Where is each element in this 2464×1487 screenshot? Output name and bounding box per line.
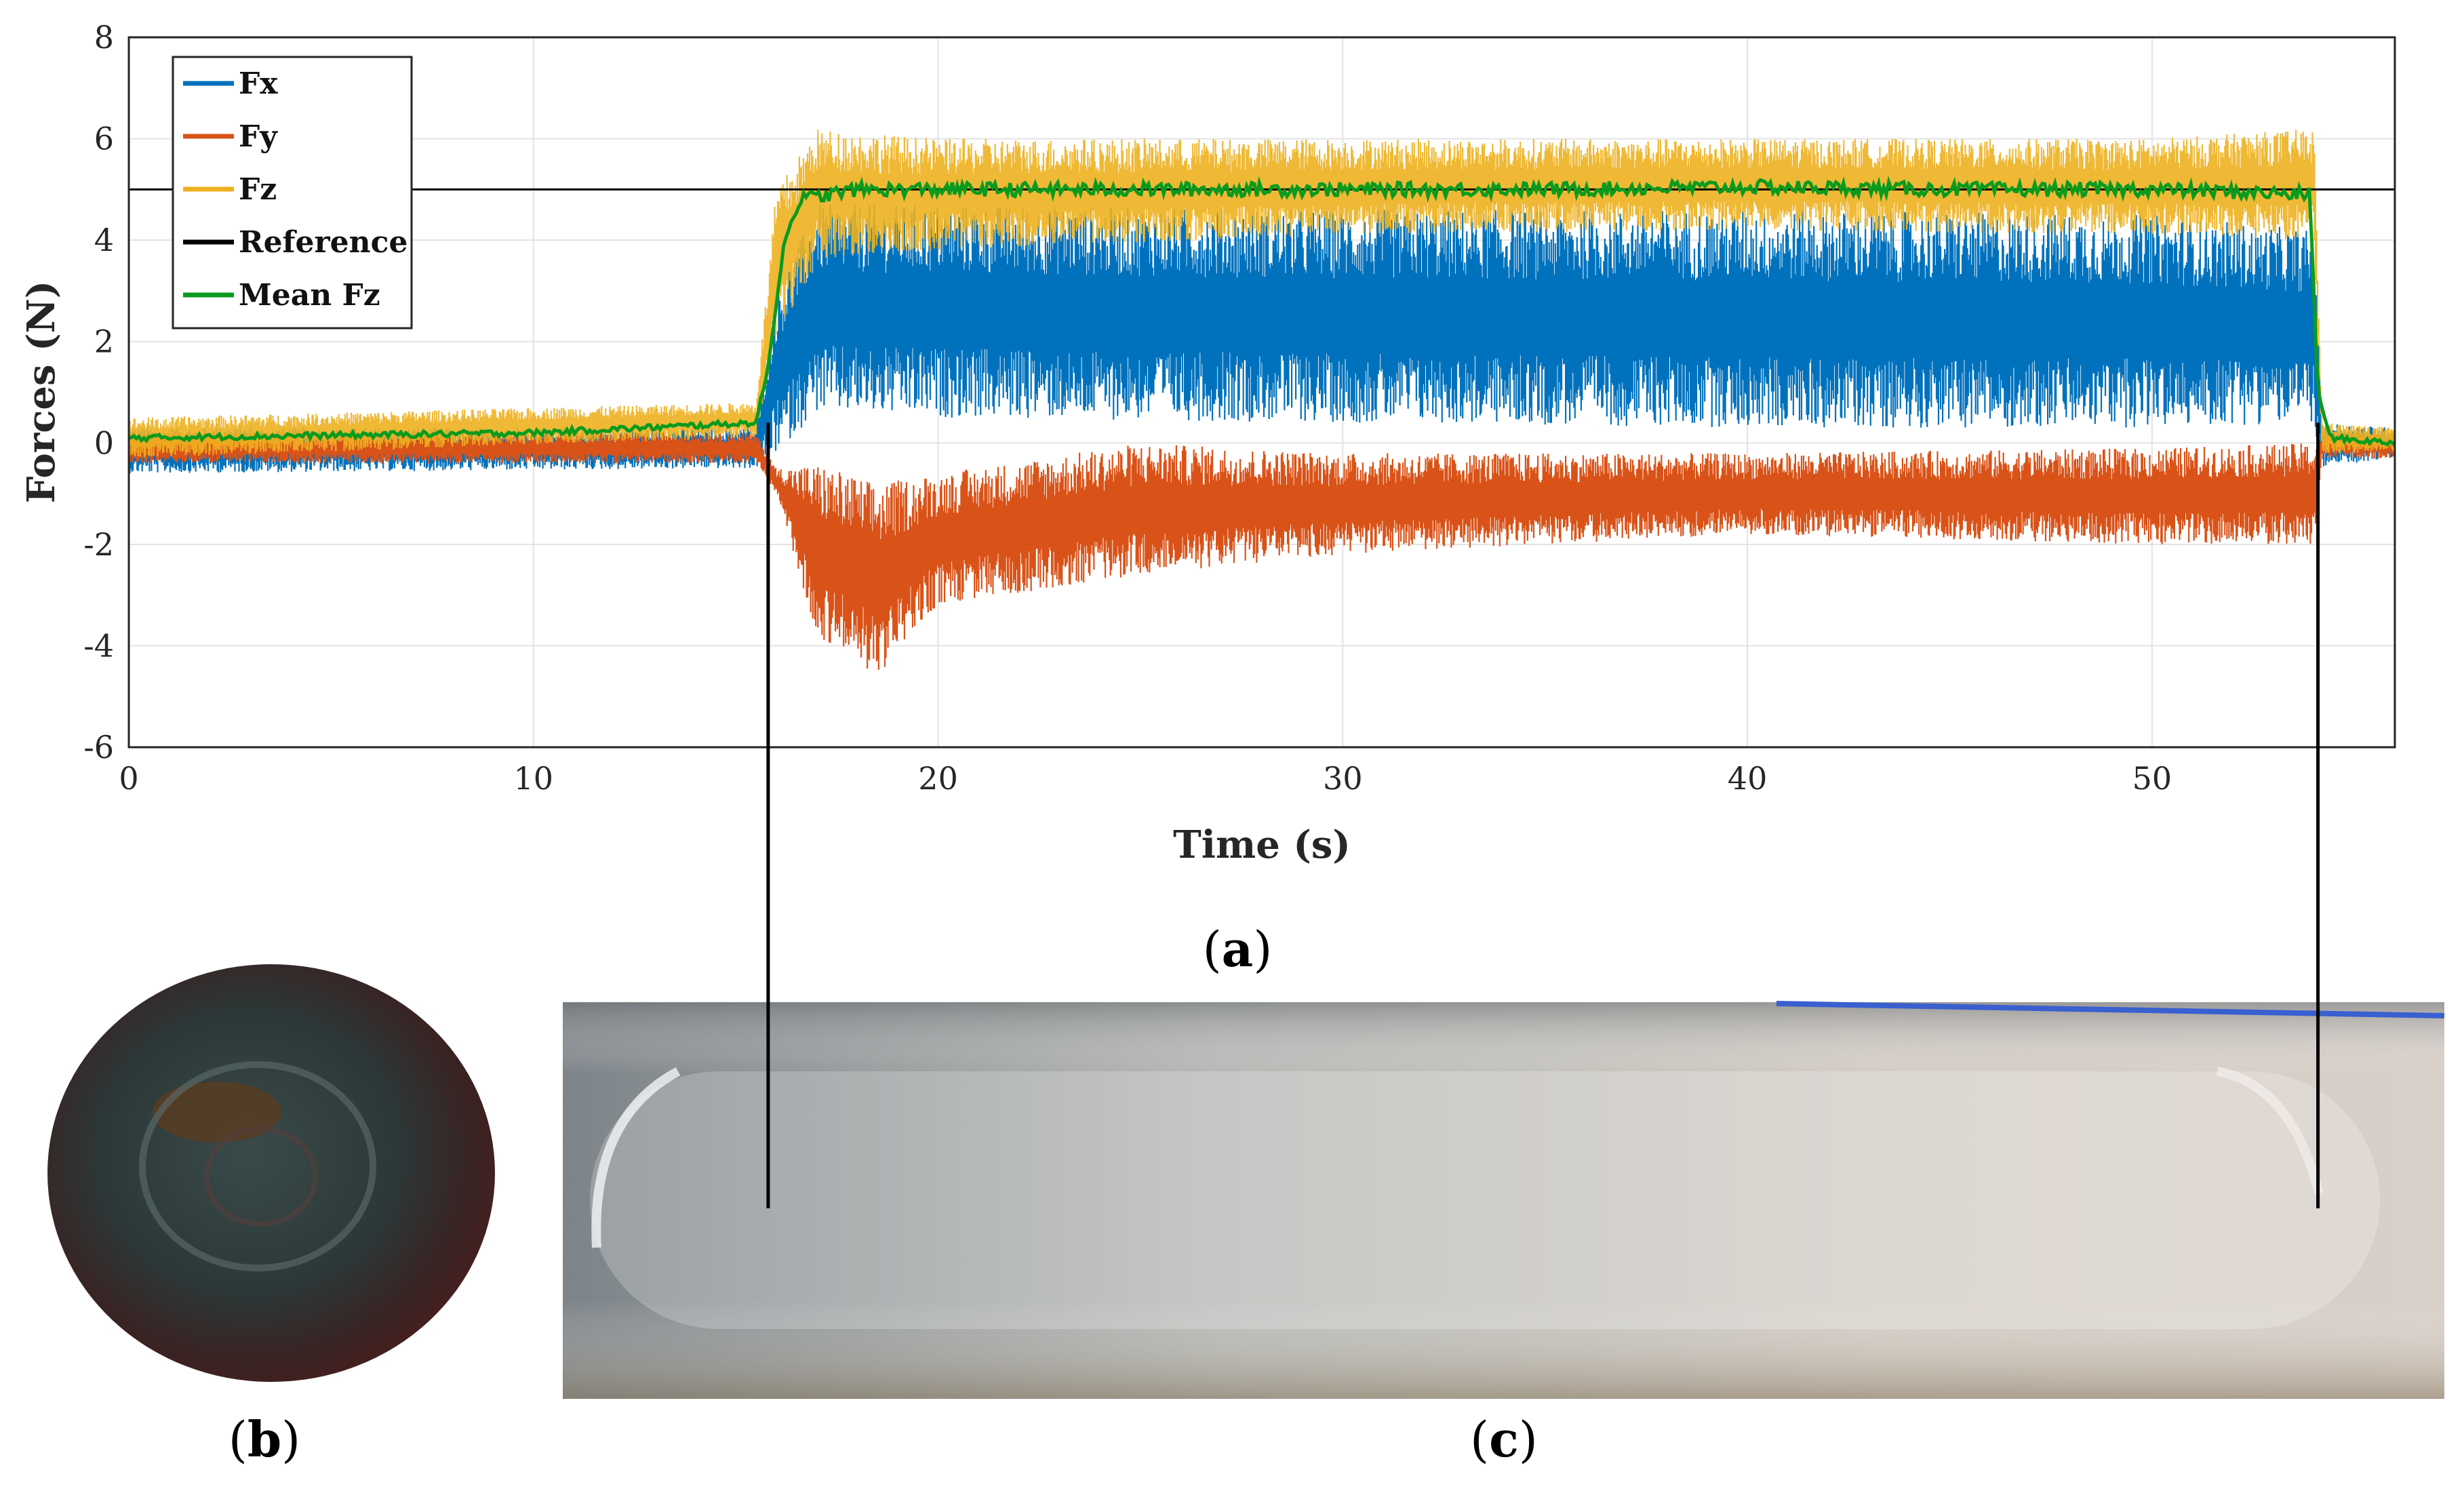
legend-label-mean-fz: Mean Fz — [239, 278, 380, 313]
pin-wear-ring — [139, 1061, 376, 1271]
y-axis-label: Forces (N) — [19, 281, 64, 503]
legend-label-reference: Reference — [239, 225, 408, 260]
pin-disc — [47, 964, 495, 1382]
x-tick-label: 0 — [119, 760, 138, 797]
y-tick-labels: 8 6 4 2 0 -2 -4 -6 — [83, 19, 114, 766]
panel-label-a: (a) — [1203, 920, 1273, 978]
x-tick-label: 40 — [1728, 760, 1768, 797]
legend: Fx Fy Fz Reference Mean Fz — [172, 56, 413, 330]
panel-label-b: (b) — [228, 1410, 301, 1468]
y-tick-label: 8 — [94, 19, 114, 56]
legend-box — [172, 56, 413, 330]
y-tick-label: 6 — [94, 121, 114, 157]
legend-label-fz: Fz — [239, 172, 277, 207]
connectors — [766, 422, 2320, 1208]
x-axis-label: Time (s) — [1173, 822, 1351, 867]
panel-label-c: (c) — [1470, 1410, 1538, 1468]
y-tick-label: -4 — [83, 627, 114, 664]
wear-track-end-arc — [2216, 1067, 2324, 1195]
y-tick-label: -2 — [83, 526, 114, 563]
legend-label-fy: Fy — [239, 119, 278, 154]
legend-label-fx: Fx — [239, 66, 278, 101]
x-tick-labels: 0 10 20 30 40 50 — [119, 760, 2172, 797]
plot-frame — [127, 36, 2396, 749]
y-tick-label: 0 — [94, 424, 114, 461]
x-tick-label: 50 — [2132, 760, 2172, 797]
x-tick-label: 10 — [514, 760, 554, 797]
pin-wear-spot — [153, 1082, 281, 1143]
x-tick-label: 30 — [1323, 760, 1363, 797]
signal-lines — [129, 176, 2395, 447]
wear-track-start-arc — [591, 1067, 681, 1248]
blue-tape-edge — [1776, 1001, 2445, 1018]
wear-track — [590, 1071, 2380, 1329]
series-mean-fz-line — [129, 176, 2395, 447]
x-tick-label: 20 — [918, 760, 958, 797]
track-plate-shade — [563, 1002, 2444, 1399]
y-tick-label: 2 — [94, 323, 114, 360]
pin-wear-ring-inner — [204, 1126, 318, 1227]
pin-photo: (b) — [47, 964, 495, 1468]
y-tick-label: 4 — [94, 222, 114, 258]
wear-track-photo: (c) — [563, 1001, 2445, 1468]
y-tick-label: -6 — [83, 729, 114, 766]
